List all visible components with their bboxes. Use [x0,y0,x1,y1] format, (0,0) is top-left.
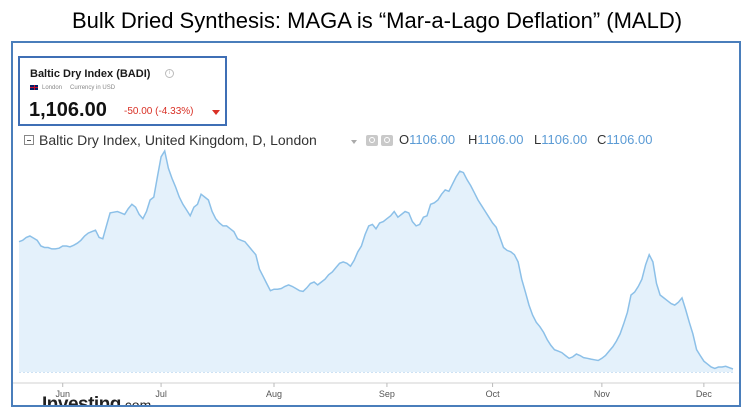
price-change: -50.00 (-4.33%) [124,106,194,117]
x-axis-ticks: Jun Jul Aug Sep Oct Nov Dec [55,383,712,399]
eye-icon[interactable] [381,135,393,146]
open-readout: O1106.00 [399,132,455,147]
high-key: H [468,132,478,147]
uk-flag-icon [30,85,38,90]
x-tick-label: Dec [696,389,713,399]
dropdown-caret-icon[interactable] [351,140,357,144]
instrument-name: Baltic Dry Index (BADI) [30,68,151,80]
info-icon[interactable]: i [165,69,174,78]
area-fill [19,151,733,372]
investing-watermark: Investing.com [42,394,152,407]
x-tick-label: Nov [594,389,611,399]
chart-frame: Jun Jul Aug Sep Oct Nov Dec Investing.com [11,41,741,407]
open-value: 1106.00 [409,132,456,147]
watermark-suffix: .com [120,397,152,407]
x-tick-label: Oct [486,389,501,399]
x-tick-label: Jun [55,389,70,399]
area-chart[interactable]: Jun Jul Aug Sep Oct Nov Dec [13,43,739,405]
instrument-meta: London Currency in USD [30,85,115,91]
close-value: 1106.00 [606,132,653,147]
exchange-label: London [42,85,63,92]
area-line [18,149,734,370]
quote-box: Baltic Dry Index (BADI) i London Currency… [18,56,227,126]
gear-icon[interactable] [366,135,378,146]
collapse-icon[interactable] [24,135,34,145]
down-caret-icon [212,110,220,115]
low-key: L [534,132,542,147]
high-readout: H1106.00 [468,132,523,147]
currency-value: USD [102,85,116,92]
currency-label: Currency in [70,85,101,92]
x-tick-label: Jul [155,389,167,399]
x-tick-label: Aug [266,389,282,399]
x-tick-label: Sep [379,389,395,399]
slide-title: Bulk Dried Synthesis: MAGA is “Mar-a-Lag… [71,8,683,33]
last-price: 1,106.00 [29,99,107,121]
low-readout: L1106.00 [534,132,587,147]
close-key: C [597,132,607,147]
watermark-brand: Investing [42,394,121,407]
high-value: 1106.00 [477,132,524,147]
open-key: O [399,132,410,147]
series-label[interactable]: Baltic Dry Index, United Kingdom, D, Lon… [39,132,317,148]
close-readout: C1106.00 [597,132,652,147]
low-value: 1106.00 [541,132,588,147]
